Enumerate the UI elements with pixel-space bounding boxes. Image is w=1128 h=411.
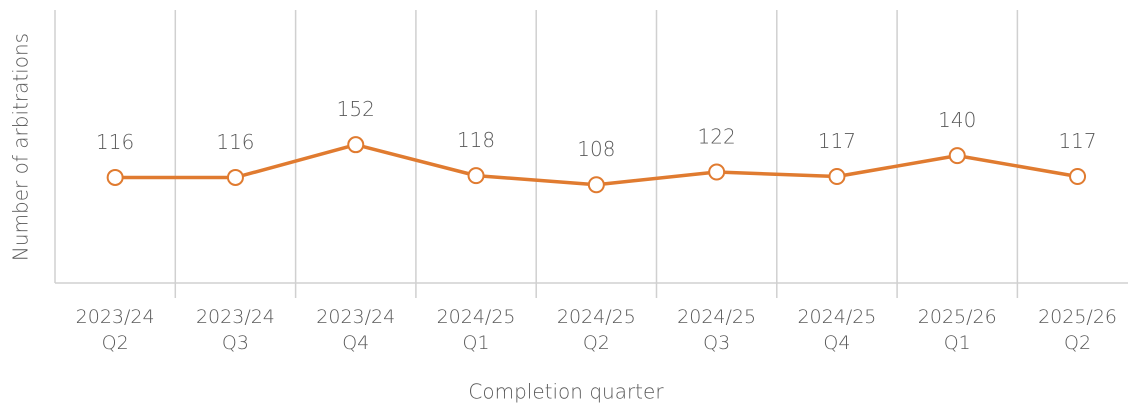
data-label: 116 [96, 130, 134, 154]
x-tick-label: 2025/26 Q1 [917, 306, 997, 354]
marker [948, 147, 966, 165]
data-label: 122 [698, 124, 736, 148]
marker [1069, 168, 1087, 186]
marker [226, 168, 244, 186]
x-tick-label: 2024/25 Q4 [797, 306, 877, 354]
x-tick-label: 2023/24 Q2 [75, 306, 155, 354]
x-tick-label: 2025/26 Q2 [1038, 306, 1118, 354]
data-label: 118 [457, 128, 495, 152]
marker [106, 168, 124, 186]
data-label: 116 [216, 130, 254, 154]
x-axis-title: Completion quarter [468, 380, 664, 404]
data-label: 117 [818, 129, 856, 153]
x-tick-label: 2024/25 Q1 [436, 306, 516, 354]
data-label: 140 [938, 108, 976, 132]
data-label: 117 [1058, 129, 1096, 153]
marker [347, 136, 365, 154]
marker [708, 163, 726, 181]
x-tick-label: 2024/25 Q3 [677, 306, 757, 354]
x-tick-label: 2023/24 Q3 [195, 306, 275, 354]
data-label: 152 [337, 97, 375, 121]
marker [828, 168, 846, 186]
y-axis-title: Number of arbitrations [9, 33, 33, 261]
marker [587, 176, 605, 194]
x-tick-label: 2023/24 Q4 [316, 306, 396, 354]
x-tick-label: 2024/25 Q2 [556, 306, 636, 354]
data-label: 108 [577, 137, 615, 161]
marker [467, 167, 485, 185]
